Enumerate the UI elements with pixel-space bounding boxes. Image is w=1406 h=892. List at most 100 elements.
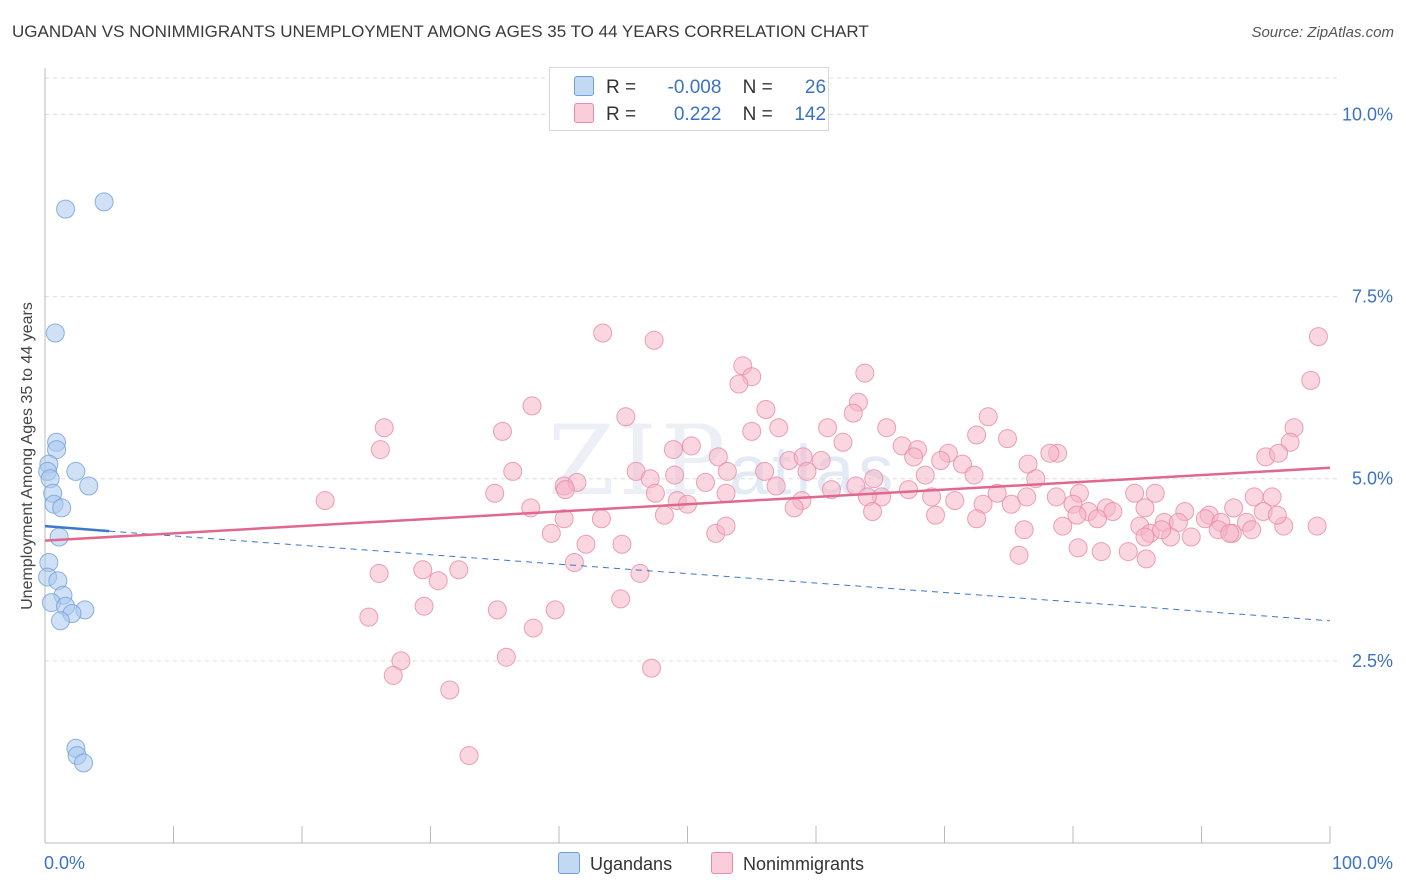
data-point-nonimmigrants [1181,527,1201,547]
data-point-ugandans [66,461,86,481]
data-point-nonimmigrants [926,505,946,525]
data-point-nonimmigrants [708,447,728,467]
data-point-nonimmigrants [541,523,561,543]
data-point-nonimmigrants [818,418,838,438]
data-point-nonimmigrants [496,647,516,667]
data-point-nonimmigrants [1009,545,1029,565]
y-tick-label: 2.5% [1352,651,1393,671]
data-point-nonimmigrants [987,483,1007,503]
data-point-nonimmigrants [1152,520,1172,540]
correlation-legend: R = -0.008 N = 26 R = 0.222 N = 142 [549,67,829,131]
data-point-nonimmigrants [864,469,884,489]
data-point-nonimmigrants [545,600,565,620]
data-point-nonimmigrants [964,465,984,485]
source-credit: Source: ZipAtlas.com [1251,24,1394,41]
data-point-nonimmigrants [1068,538,1088,558]
data-point-nonimmigrants [1145,483,1165,503]
data-point-nonimmigrants [1017,487,1037,507]
bottom-legend-swatch-ugandans [558,852,580,874]
data-point-nonimmigrants [1242,520,1262,540]
data-point-nonimmigrants [1301,370,1321,390]
legend-swatch-nonimmigrants [574,103,594,123]
bottom-legend-ugandans: Ugandans [558,852,672,875]
legend-n-label: N = [742,104,773,125]
data-point-nonimmigrants [374,418,394,438]
data-point-nonimmigrants [967,425,987,445]
legend-row-nonimmigrants: R = 0.222 N = 142 [574,103,826,126]
data-point-nonimmigrants [922,487,942,507]
data-point-nonimmigrants [1135,527,1155,547]
data-point-nonimmigrants [695,472,715,492]
data-point-nonimmigrants [440,680,460,700]
data-point-ugandans [45,323,65,343]
data-point-nonimmigrants [1014,520,1034,540]
data-point-nonimmigrants [1040,443,1060,463]
data-point-nonimmigrants [449,560,469,580]
y-tick-label: 10.0% [1342,104,1393,124]
data-point-nonimmigrants [487,600,507,620]
data-point-ugandans [50,611,70,631]
legend-r-label: R = [606,77,637,98]
data-point-nonimmigrants [644,330,664,350]
data-point-nonimmigrants [459,746,479,766]
data-point-nonimmigrants [899,480,919,500]
x-tick-label: 0.0% [44,853,85,873]
data-point-nonimmigrants [1267,505,1287,525]
data-point-ugandans [94,192,114,212]
x-tick-label: 100.0% [1332,853,1393,873]
data-point-ugandans [56,199,76,219]
data-point-nonimmigrants [383,665,403,685]
data-point-nonimmigrants [1067,505,1087,525]
data-point-nonimmigrants [821,480,841,500]
data-point-nonimmigrants [1308,327,1328,347]
data-point-nonimmigrants [1168,512,1188,532]
data-point-ugandans [49,527,69,547]
data-point-nonimmigrants [576,534,596,554]
data-point-nonimmigrants [391,651,411,671]
data-point-nonimmigrants [915,465,935,485]
data-point-nonimmigrants [1053,516,1073,536]
data-point-nonimmigrants [1135,498,1155,518]
data-point-nonimmigrants [931,451,951,470]
data-point-nonimmigrants [1001,494,1021,514]
data-point-nonimmigrants [945,491,965,511]
legend-r-value: -0.008 [667,77,722,98]
legend-n-label: N = [742,77,773,98]
data-point-nonimmigrants [642,658,662,678]
data-point-nonimmigrants [716,483,736,503]
data-point-nonimmigrants [359,607,379,627]
data-point-nonimmigrants [717,461,737,481]
data-point-nonimmigrants [1280,432,1300,452]
legend-r-label: R = [606,104,637,125]
data-point-nonimmigrants [523,618,543,638]
data-point-nonimmigrants [591,509,611,529]
data-point-nonimmigrants [593,323,613,343]
data-point-nonimmigrants [485,483,505,503]
y-tick-label: 5.0% [1352,469,1393,489]
data-point-nonimmigrants [522,396,542,416]
data-point-nonimmigrants [370,440,390,460]
data-point-nonimmigrants [766,476,786,496]
data-point-nonimmigrants [616,407,636,427]
data-point-nonimmigrants [1118,542,1138,562]
data-point-nonimmigrants [1125,483,1145,503]
data-point-nonimmigrants [1262,487,1282,507]
data-point-nonimmigrants [997,429,1017,449]
data-point-nonimmigrants [952,454,972,474]
data-point-nonimmigrants [1091,542,1111,562]
bottom-legend-label-nonimmigrants: Nonimmigrants [743,854,865,874]
data-point-nonimmigrants [877,418,897,438]
data-point-nonimmigrants [315,491,335,511]
data-point-nonimmigrants [428,571,448,591]
legend-n-value: 26 [804,77,827,98]
data-point-nonimmigrants [978,407,998,427]
data-point-nonimmigrants [756,400,776,419]
data-point-nonimmigrants [755,461,775,481]
data-point-nonimmigrants [611,589,631,609]
chart-title: UGANDAN VS NONIMMIGRANTS UNEMPLOYMENT AM… [12,22,869,41]
bottom-legend-nonimmigrants: Nonimmigrants [711,852,864,875]
data-point-ugandans [47,440,67,460]
data-point-ugandans [52,498,72,518]
legend-row-ugandans: R = -0.008 N = 26 [574,76,826,99]
